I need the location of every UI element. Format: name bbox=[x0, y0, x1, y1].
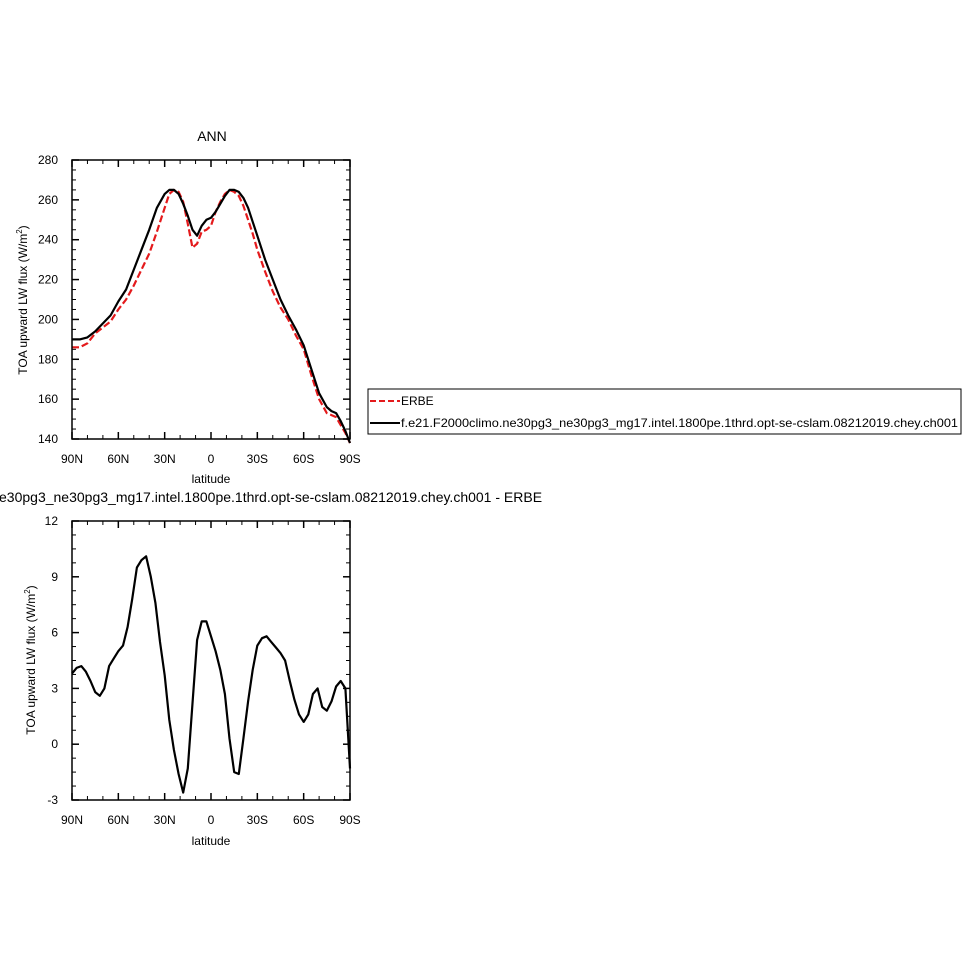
top-y-axis-title-tail: ) bbox=[16, 225, 30, 229]
legend: ERBE f.e21.F2000climo.ne30pg3_ne30pg3_mg… bbox=[367, 388, 962, 435]
bottom-series-line-0 bbox=[71, 555, 352, 794]
bottom-y-tick-label: 6 bbox=[51, 626, 58, 640]
bottom-x-axis-title: latitude bbox=[192, 834, 231, 848]
top-series-group bbox=[72, 188, 352, 444]
top-y-tick-label: 260 bbox=[38, 193, 58, 207]
top-y-tick-label: 220 bbox=[38, 273, 58, 287]
top-panel: ANN 90N 60N 30N 0 30S 60S 90S 140 160 180 200 220 2… bbox=[15, 128, 361, 486]
bottom-y-tick-label: -3 bbox=[47, 793, 58, 807]
legend-box bbox=[367, 388, 962, 435]
bottom-y-tick-label: 3 bbox=[51, 681, 58, 695]
bottom-y-axis-title-tail: ) bbox=[24, 585, 38, 589]
bottom-y-tick-label: 9 bbox=[51, 570, 58, 584]
bottom-x-tick-label: 30N bbox=[154, 813, 176, 827]
bottom-chart-title: f.e21.F2000climo.ne30pg3_ne30pg3_mg17.in… bbox=[0, 489, 542, 505]
bottom-x-tick-label: 0 bbox=[208, 813, 215, 827]
top-y-axis-title: TOA upward LW flux (W/m2) bbox=[15, 225, 30, 374]
bottom-x-tick-label: 30S bbox=[247, 813, 268, 827]
bottom-x-tick-label: 60N bbox=[107, 813, 129, 827]
legend-label-model: f.e21.F2000climo.ne30pg3_ne30pg3_mg17.in… bbox=[401, 416, 958, 430]
bottom-series-group bbox=[71, 555, 352, 794]
top-x-tick-label: 60N bbox=[107, 452, 129, 466]
bottom-x-tick-label: 90N bbox=[61, 813, 83, 827]
top-x-tick-label: 90S bbox=[339, 452, 360, 466]
top-y-tick-label: 180 bbox=[38, 352, 58, 366]
bottom-y-axis-title-main: TOA upward LW flux (W/m bbox=[24, 594, 38, 735]
top-x-tick-label: 30N bbox=[154, 452, 176, 466]
bottom-y-tick-label: 12 bbox=[45, 514, 59, 528]
top-x-tick-label: 90N bbox=[61, 452, 83, 466]
top-series-line-1 bbox=[72, 188, 352, 444]
top-y-axis-title-main: TOA upward LW flux (W/m bbox=[16, 234, 30, 375]
top-x-axis: 90N 60N 30N 0 30S 60S 90S bbox=[61, 160, 361, 466]
top-series-line-0 bbox=[72, 188, 351, 444]
top-x-tick-label: 0 bbox=[208, 452, 215, 466]
top-y-tick-label: 160 bbox=[38, 392, 58, 406]
bottom-y-axis-title: TOA upward LW flux (W/m2) bbox=[23, 585, 38, 734]
top-x-axis-title: latitude bbox=[192, 472, 231, 486]
top-plot-frame bbox=[71, 159, 351, 440]
top-y-axis-title-sup: 2 bbox=[15, 229, 24, 234]
bottom-x-tick-label: 90S bbox=[339, 813, 360, 827]
bottom-y-axis-title-sup: 2 bbox=[23, 589, 32, 594]
legend-label-erbe: ERBE bbox=[401, 394, 434, 408]
top-y-axis: 140 160 180 200 220 240 260 280 bbox=[38, 153, 350, 446]
top-chart-title: ANN bbox=[197, 128, 227, 144]
bottom-panel: 90N 60N 30N 0 30S 60S 90S -3 0 3 6 9 12 latitude TO… bbox=[23, 514, 361, 848]
top-y-tick-label: 140 bbox=[38, 432, 58, 446]
bottom-x-tick-label: 60S bbox=[293, 813, 314, 827]
top-y-tick-label: 240 bbox=[38, 233, 58, 247]
top-y-tick-label: 200 bbox=[38, 312, 58, 326]
bottom-y-axis: -3 0 3 6 9 12 bbox=[45, 514, 350, 807]
top-x-tick-label: 30S bbox=[247, 452, 268, 466]
top-y-tick-label: 280 bbox=[38, 153, 58, 167]
top-x-tick-label: 60S bbox=[293, 452, 314, 466]
bottom-y-tick-label: 0 bbox=[51, 737, 58, 751]
bottom-x-axis: 90N 60N 30N 0 30S 60S 90S bbox=[61, 521, 361, 827]
